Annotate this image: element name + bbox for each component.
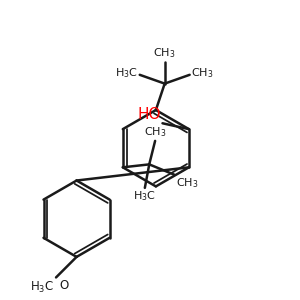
- Text: O: O: [59, 279, 69, 292]
- Text: CH$_3$: CH$_3$: [144, 126, 167, 140]
- Text: CH$_3$: CH$_3$: [153, 46, 176, 60]
- Text: H$_3$C: H$_3$C: [134, 189, 156, 203]
- Text: HO: HO: [137, 107, 161, 122]
- Text: H$_3$C: H$_3$C: [115, 66, 138, 80]
- Text: CH$_3$: CH$_3$: [176, 176, 198, 190]
- Text: H$_3$C: H$_3$C: [31, 280, 55, 296]
- Text: CH$_3$: CH$_3$: [191, 66, 214, 80]
